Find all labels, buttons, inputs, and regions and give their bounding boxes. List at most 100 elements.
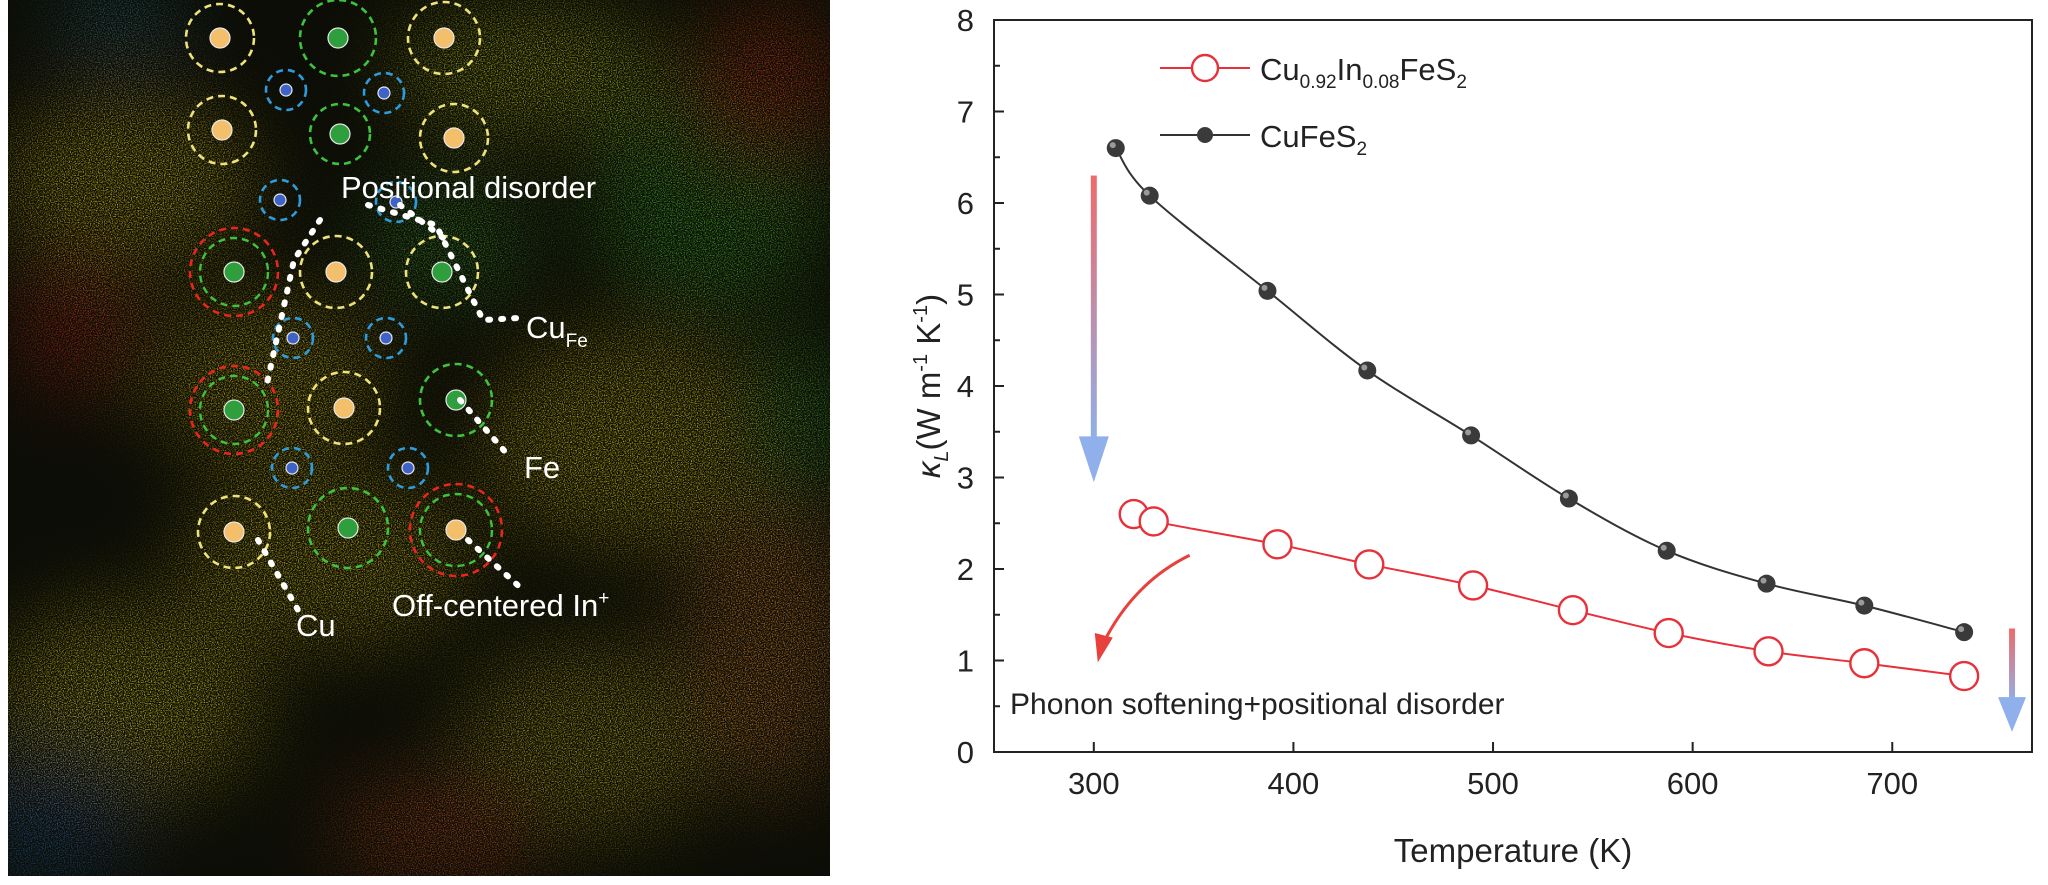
site-ring (271, 316, 315, 360)
point-cufes2 (1358, 361, 1377, 380)
site-ring (306, 370, 382, 446)
site-s-19 (386, 446, 430, 490)
site-ring (418, 102, 490, 174)
leader-positional-disorder-2 (397, 202, 449, 243)
point-highlight (1858, 599, 1865, 606)
site-dot (327, 27, 349, 49)
label-off-centered-in: Off-centered In+ (392, 588, 609, 623)
series-line-1 (1114, 147, 1965, 634)
site-ring (196, 494, 272, 570)
site-fe-15 (188, 364, 280, 456)
x-tick-label: 700 (1866, 766, 1918, 801)
annotation-phonon-softening: Phonon softening+positional disorder (1010, 688, 1505, 721)
site-ring (362, 71, 406, 115)
point-cufes2 (1140, 186, 1159, 205)
point-highlight (1958, 626, 1965, 633)
point-cufes2 (1106, 139, 1125, 158)
site-ring (188, 364, 280, 456)
site-ring (186, 94, 258, 166)
site-inner-ring (198, 374, 270, 446)
point-highlight (1760, 577, 1767, 584)
arrow-shaft-decrease (1090, 175, 1097, 441)
x-tick-label: 500 (1467, 766, 1519, 801)
label-cu-fe: CuFe (526, 310, 588, 352)
site-cu-2 (406, 0, 482, 76)
annotation-arrows (1078, 175, 2027, 732)
site-dot (211, 119, 233, 141)
point-cuinfes2 (1948, 660, 1980, 692)
site-s-14 (364, 316, 408, 360)
site-fe-21 (306, 486, 390, 570)
legend-marker-cufes2 (1197, 127, 1213, 143)
kappa-chart-panel: 300 400 500 600 700 0 1 2 3 4 5 6 7 8 Cu0.92In0.08FeS… (880, 0, 2048, 880)
y-axis-title: κL(W m-1 K-1) (910, 294, 953, 478)
leader-positional-disorder (263, 217, 323, 391)
point-cuinfes2 (1653, 617, 1684, 649)
series-line-0 (1133, 513, 1965, 678)
point-highlight (1261, 284, 1268, 291)
point-cuinfes2 (1753, 636, 1784, 667)
site-dot (223, 399, 245, 421)
site-ring (418, 362, 494, 438)
leader-cu (255, 537, 301, 613)
site-dot (286, 331, 300, 345)
site-dot (379, 331, 393, 345)
series-0 (1118, 498, 1980, 692)
point-highlight (1143, 189, 1150, 196)
site-dot (401, 461, 415, 475)
y-tick-label: 6 (957, 186, 974, 221)
y-tick-label: 5 (957, 278, 974, 313)
y-tick-label: 1 (957, 644, 974, 679)
point-cufes2 (1258, 281, 1277, 300)
site-cu-5 (186, 94, 258, 166)
site-s-18 (270, 446, 314, 490)
y-tick-label: 2 (957, 552, 974, 587)
site-cu-16 (306, 370, 382, 446)
site-dot (431, 261, 453, 283)
y-tick-label: 8 (957, 3, 974, 38)
arrow-curve-softening (1102, 553, 1191, 643)
y-tick-label: 7 (957, 95, 974, 130)
site-cu-0 (184, 2, 256, 74)
site-s-8 (258, 178, 302, 222)
site-ring (374, 180, 418, 224)
site-dot (445, 519, 467, 541)
point-highlight (1465, 429, 1472, 436)
label-fe: Fe (524, 450, 560, 485)
site-dot (329, 123, 351, 145)
y-tick-label: 4 (957, 369, 974, 404)
site-ring (306, 486, 390, 570)
site-fe-1 (298, 0, 378, 78)
site-ring (364, 316, 408, 360)
legend-label-cuinfes2: Cu0.92In0.08FeS2 (1260, 52, 1467, 93)
site-ring (408, 482, 504, 578)
site-cu-11 (298, 234, 374, 310)
point-highlight (1361, 364, 1368, 371)
leader-off-centered (465, 537, 526, 593)
site-dot (337, 517, 359, 539)
site-ring (386, 446, 430, 490)
y-tick-label: 0 (957, 735, 974, 770)
site-dot (325, 261, 347, 283)
site-ring (188, 226, 280, 318)
point-cufes2 (1657, 541, 1676, 560)
site-ring (308, 102, 372, 166)
site-ring (264, 68, 308, 112)
point-cuinfes2 (1354, 549, 1385, 580)
label-leaders (255, 202, 526, 613)
map-texture (8, 0, 830, 876)
atomic-map-panel: Positional disorder CuFe Fe Cu Off-cente… (8, 0, 830, 876)
site-dot (445, 389, 467, 411)
site-cu-22 (408, 482, 504, 578)
point-cufes2 (1855, 596, 1874, 615)
point-cuinfes2 (1557, 594, 1589, 626)
site-dot (377, 86, 391, 100)
axis-ticks: 300 400 500 600 700 0 1 2 3 4 5 6 7 8 (957, 3, 1918, 801)
site-dot (443, 127, 465, 149)
point-cuinfes2 (1138, 506, 1169, 537)
plot-frame (993, 19, 2033, 753)
x-axis-title: Temperature (K) (1394, 832, 1632, 869)
x-tick-label: 600 (1667, 766, 1719, 801)
leader-cu-fe (365, 202, 521, 324)
site-dot (223, 521, 245, 543)
